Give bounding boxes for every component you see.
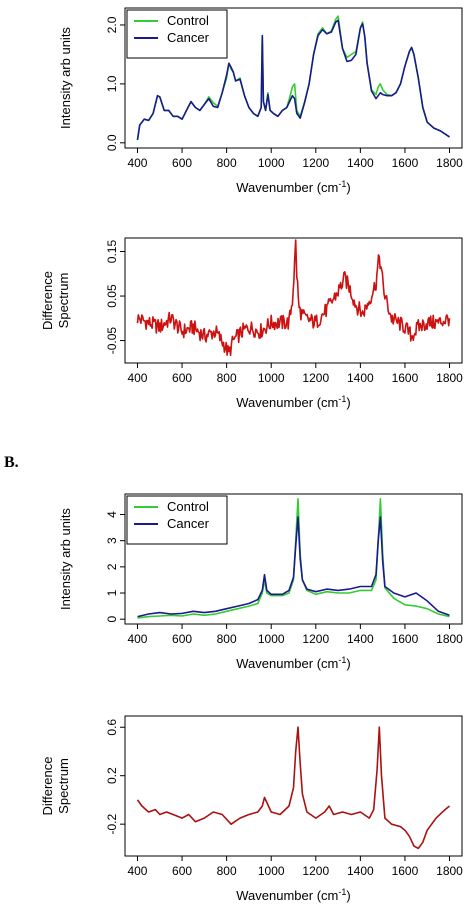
y-tick-label: 3 <box>105 537 119 544</box>
x-axis-label: Wavenumber (cm-1) <box>236 887 350 903</box>
y-tick-label: 2.0 <box>105 16 119 33</box>
x-tick-label: 600 <box>172 864 192 878</box>
chart-b-difference: 400 600 800 1000 1200 1400 1600 1800 -0.2 0.2 0.6 W… <box>40 715 463 903</box>
legend: Control Cancer <box>126 9 228 59</box>
x-tick-label: 1600 <box>392 371 419 385</box>
x-tick-label: 400 <box>127 371 147 385</box>
y-tick-label: 0 <box>105 616 119 623</box>
x-tick-label: 1600 <box>392 632 419 646</box>
y-axis-label: Spectrum <box>56 273 71 329</box>
x-tick-label: 1800 <box>436 864 463 878</box>
y-axis-label: Difference <box>40 756 55 815</box>
x-axis-label: Wavenumber (cm-1) <box>236 655 350 671</box>
x-tick-label: 1800 <box>436 371 463 385</box>
x-tick-label: 400 <box>127 632 147 646</box>
y-tick-label: 0.0 <box>105 134 119 151</box>
y-tick-label: 0.05 <box>105 284 119 308</box>
difference-series-line <box>136 726 451 850</box>
x-tick-label: 1400 <box>347 632 374 646</box>
x-tick-label: 1200 <box>302 864 329 878</box>
x-tick-label: 1400 <box>347 864 374 878</box>
difference-series-line <box>136 239 451 357</box>
x-tick-label: 1000 <box>258 632 285 646</box>
plot-frame <box>124 715 463 857</box>
x-tick-label: 600 <box>172 632 192 646</box>
x-tick-label: 800 <box>217 864 237 878</box>
y-tick-label: 4 <box>105 511 119 518</box>
x-tick-label: 1600 <box>392 864 419 878</box>
y-tick-label: 0.2 <box>105 767 119 784</box>
y-axis-label: Difference <box>40 271 55 330</box>
x-tick-label: 800 <box>217 371 237 385</box>
x-tick-label: 1800 <box>436 156 463 170</box>
x-tick-label: 1200 <box>302 371 329 385</box>
x-tick-label: 800 <box>217 156 237 170</box>
y-tick-label: -0.2 <box>105 814 119 835</box>
chart-a-intensity: 400 600 800 1000 1200 1400 1600 1800 0.0 1.0 2.0 Wa… <box>58 7 463 195</box>
legend-label: Control <box>167 13 209 28</box>
y-tick-label: 0.6 <box>105 719 119 736</box>
y-axis-label: Intensity arb units <box>58 508 73 610</box>
x-tick-label: 400 <box>127 156 147 170</box>
plot-frame <box>124 7 463 149</box>
y-axis-label: Spectrum <box>56 758 71 814</box>
cancer-series-line <box>136 19 450 141</box>
x-axis-label: Wavenumber (cm-1) <box>236 394 350 410</box>
x-tick-label: 1200 <box>302 632 329 646</box>
y-tick-label: 0.15 <box>105 240 119 264</box>
x-tick-label: 400 <box>127 864 147 878</box>
x-tick-label: 600 <box>172 156 192 170</box>
legend: Control Cancer <box>126 495 228 545</box>
x-tick-label: 800 <box>217 632 237 646</box>
legend-box <box>126 9 228 59</box>
x-tick-label: 1000 <box>258 156 285 170</box>
legend-label: Cancer <box>167 516 210 531</box>
chart-a-difference: 400 600 800 1000 1200 1400 1600 1800 -0.05 0.05 0.… <box>40 237 463 410</box>
x-tick-label: 1600 <box>392 156 419 170</box>
y-axis-label: Intensity arb units <box>58 27 73 129</box>
y-tick-label: -0.05 <box>105 327 119 355</box>
legend-label: Control <box>167 499 209 514</box>
x-tick-label: 1200 <box>302 156 329 170</box>
x-tick-label: 1000 <box>258 371 285 385</box>
y-tick-label: 2 <box>105 563 119 570</box>
cancer-series-line <box>137 516 450 618</box>
legend-label: Cancer <box>167 30 210 45</box>
legend-box <box>126 495 228 545</box>
plot-frame <box>124 493 463 625</box>
y-tick-label: 1 <box>105 589 119 596</box>
x-tick-label: 1400 <box>347 371 374 385</box>
plot-frame <box>124 237 463 364</box>
x-axis-label: Wavenumber (cm-1) <box>236 179 350 195</box>
x-tick-label: 1800 <box>436 632 463 646</box>
x-tick-label: 1400 <box>347 156 374 170</box>
y-tick-label: 1.0 <box>105 75 119 92</box>
chart-b-intensity: 400 600 800 1000 1200 1400 1600 1800 0 1 2 3 4 Wavenu… <box>58 493 463 671</box>
x-tick-label: 1000 <box>258 864 285 878</box>
panel-label-b: B. <box>4 454 19 471</box>
x-tick-label: 600 <box>172 371 192 385</box>
